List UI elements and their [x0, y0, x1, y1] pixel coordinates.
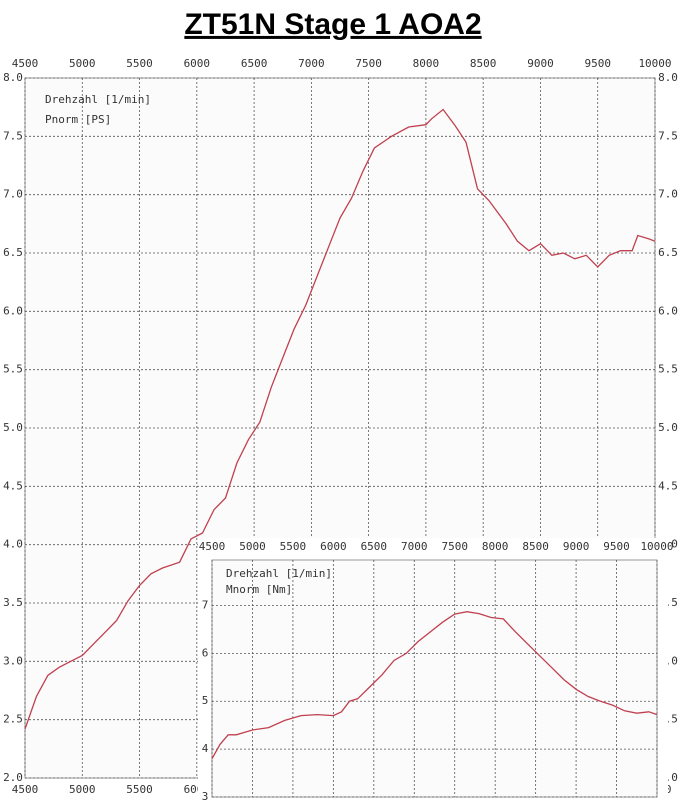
y-tick-label: 2.5: [3, 713, 23, 726]
x-tick-label: 4500: [12, 57, 39, 70]
x-tick-label: 5000: [69, 57, 96, 70]
x-tick-label: 10000: [638, 57, 671, 70]
data-line: [24, 108, 656, 730]
x-tick-label: 4500: [12, 783, 39, 796]
x-tick-label: 6000: [320, 540, 347, 553]
x-axis-label: Drehzahl [1/min]: [226, 567, 332, 580]
x-tick-label: 8000: [413, 57, 440, 70]
x-tick-label: 8500: [470, 57, 497, 70]
y-tick-label: 6.0: [658, 304, 678, 317]
x-tick-label: 6000: [184, 57, 211, 70]
x-tick-label: 7500: [355, 57, 382, 70]
x-tick-label: 8000: [482, 540, 509, 553]
y-tick-label: 7.0: [658, 188, 678, 201]
y-tick-label: 5.5: [3, 363, 23, 376]
y-tick-label: 6.5: [3, 246, 23, 259]
x-tick-label: 5000: [69, 783, 96, 796]
y-tick-label: 7: [202, 598, 209, 611]
x-tick-label: 9000: [527, 57, 554, 70]
x-tick-label: 10000: [640, 540, 673, 553]
y-tick-label: 5.5: [658, 363, 678, 376]
y-tick-label: 4.5: [658, 479, 678, 492]
x-tick-label: 5000: [239, 540, 266, 553]
y-tick-label: 7.5: [3, 129, 23, 142]
x-tick-label: 9500: [584, 57, 611, 70]
x-tick-label: 9500: [603, 540, 630, 553]
x-tick-label: 8500: [522, 540, 549, 553]
y-tick-label: 8.0: [3, 71, 23, 84]
y-tick-label: 6.0: [3, 304, 23, 317]
y-tick-label: 8.0: [658, 71, 678, 84]
y-tick-label: 7.0: [3, 188, 23, 201]
y-tick-label: 2.0: [3, 771, 23, 784]
y-tick-label: 3: [202, 790, 209, 800]
data-line: [211, 611, 658, 760]
y-tick-label: 7.5: [658, 129, 678, 142]
x-tick-label: 4500: [199, 540, 226, 553]
y-tick-label: 4: [202, 742, 209, 755]
chart-title: ZT51N Stage 1 AOA2: [184, 8, 481, 41]
plot-area: [211, 559, 658, 798]
y-tick-label: 4.0: [3, 538, 23, 551]
x-tick-label: 9000: [563, 540, 590, 553]
y-tick-label: 3.5: [3, 596, 23, 609]
y-tick-label: 3.0: [3, 654, 23, 667]
x-tick-label: 5500: [126, 57, 153, 70]
y-tick-label: 5.0: [3, 421, 23, 434]
y-tick-label: 5: [202, 694, 209, 707]
x-tick-label: 5500: [126, 783, 153, 796]
y-tick-label: 4.5: [3, 479, 23, 492]
y-tick-label: 6: [202, 646, 209, 659]
x-tick-label: 7000: [298, 57, 325, 70]
x-axis-label: Drehzahl [1/min]: [45, 93, 151, 106]
y-axis-label: Pnorm [PS]: [45, 113, 111, 126]
y-axis-label: Mnorm [Nm]: [226, 583, 292, 596]
x-tick-label: 6500: [241, 57, 268, 70]
y-tick-label: 6.5: [658, 246, 678, 259]
x-tick-label: 5500: [280, 540, 307, 553]
x-tick-label: 6500: [361, 540, 388, 553]
x-tick-label: 7000: [401, 540, 428, 553]
y-tick-label: 5.0: [658, 421, 678, 434]
x-tick-label: 7500: [441, 540, 468, 553]
